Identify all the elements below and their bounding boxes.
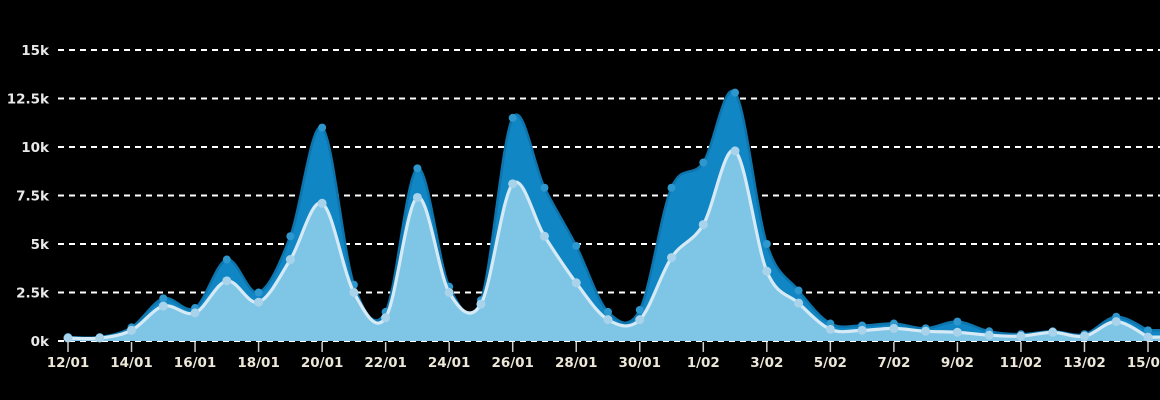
marker-light-blue-series-13/01[interactable]: [95, 333, 105, 343]
marker-dark-blue-series-17/01[interactable]: [222, 255, 231, 264]
y-tick-label-12.5k: 12.5k: [7, 92, 50, 108]
marker-light-blue-series-14/02[interactable]: [1111, 317, 1121, 327]
marker-light-blue-series-10/02[interactable]: [984, 330, 994, 340]
marker-light-blue-series-28/01[interactable]: [571, 278, 581, 288]
marker-light-blue-series-1/02[interactable]: [698, 220, 708, 230]
marker-light-blue-series-7/02[interactable]: [889, 323, 899, 333]
x-tick-label-14/01: 14/01: [110, 355, 153, 371]
marker-light-blue-series-19/01[interactable]: [285, 255, 295, 265]
marker-dark-blue-series-3/02[interactable]: [762, 240, 771, 248]
marker-dark-blue-series-9/02[interactable]: [953, 317, 962, 326]
y-tick-label-10k: 10k: [21, 140, 50, 156]
x-tick-label-26/01: 26/01: [491, 355, 534, 371]
marker-light-blue-series-11/02[interactable]: [1016, 331, 1026, 341]
y-tick-label-15k: 15k: [21, 43, 50, 59]
x-tick-label-20/01: 20/01: [301, 355, 344, 371]
marker-light-blue-series-31/01[interactable]: [667, 253, 677, 263]
marker-light-blue-series-26/01[interactable]: [508, 179, 518, 189]
marker-light-blue-series-12/02[interactable]: [1048, 327, 1058, 337]
marker-light-blue-series-12/01[interactable]: [63, 333, 73, 343]
x-tick-label-28/01: 28/01: [555, 355, 598, 371]
marker-light-blue-series-15/02[interactable]: [1143, 332, 1153, 342]
y-tick-label-0k: 0k: [31, 334, 50, 350]
x-tick-label-5/02: 5/02: [814, 355, 847, 371]
x-tick-label-16/01: 16/01: [174, 355, 217, 371]
marker-light-blue-series-24/01[interactable]: [444, 288, 454, 297]
marker-light-blue-series-21/01[interactable]: [349, 288, 359, 297]
marker-light-blue-series-25/01[interactable]: [476, 299, 486, 309]
y-tick-label-5k: 5k: [31, 237, 50, 253]
marker-light-blue-series-30/01[interactable]: [635, 315, 645, 325]
marker-dark-blue-series-15/01[interactable]: [159, 294, 168, 303]
area-fill-light-blue-series: [68, 150, 1160, 341]
x-tick-label-22/01: 22/01: [364, 355, 407, 371]
marker-dark-blue-series-20/01[interactable]: [318, 123, 327, 132]
marker-light-blue-series-18/01[interactable]: [254, 297, 264, 307]
marker-light-blue-series-27/01[interactable]: [539, 231, 549, 241]
marker-dark-blue-series-18/01[interactable]: [254, 288, 263, 297]
marker-dark-blue-series-27/01[interactable]: [540, 183, 549, 192]
marker-light-blue-series-6/02[interactable]: [857, 325, 867, 335]
marker-light-blue-series-9/02[interactable]: [952, 327, 962, 337]
marker-light-blue-series-13/02[interactable]: [1079, 331, 1089, 341]
marker-dark-blue-series-15/02[interactable]: [1144, 326, 1152, 335]
marker-light-blue-series-29/01[interactable]: [603, 315, 613, 325]
marker-light-blue-series-2/02[interactable]: [730, 146, 740, 156]
marker-light-blue-series-17/01[interactable]: [222, 276, 232, 286]
x-tick-label-18/01: 18/01: [237, 355, 280, 371]
x-tick-label-11/02: 11/02: [1000, 355, 1043, 371]
marker-light-blue-series-16/01[interactable]: [190, 308, 200, 318]
marker-light-blue-series-15/01[interactable]: [158, 301, 168, 311]
marker-dark-blue-series-23/01[interactable]: [413, 164, 422, 173]
marker-light-blue-series-20/01[interactable]: [317, 198, 327, 208]
x-tick-label-1/02: 1/02: [687, 355, 720, 371]
marker-dark-blue-series-28/01[interactable]: [572, 241, 581, 250]
marker-dark-blue-series-30/01[interactable]: [635, 305, 644, 314]
marker-dark-blue-series-31/01[interactable]: [667, 183, 676, 192]
marker-light-blue-series-22/01[interactable]: [381, 313, 391, 323]
marker-dark-blue-series-19/01[interactable]: [286, 232, 295, 241]
x-tick-label-3/02: 3/02: [750, 355, 783, 371]
x-tick-label-24/01: 24/01: [428, 355, 471, 371]
marker-light-blue-series-23/01[interactable]: [412, 192, 422, 202]
x-tick-label-15/02: 15/02: [1127, 355, 1160, 371]
marker-light-blue-series-4/02[interactable]: [794, 298, 804, 308]
marker-dark-blue-series-2/02[interactable]: [731, 88, 740, 97]
x-tick-label-30/01: 30/01: [619, 355, 662, 371]
marker-light-blue-series-5/02[interactable]: [825, 324, 835, 334]
marker-light-blue-series-3/02[interactable]: [762, 266, 772, 276]
marker-dark-blue-series-1/02[interactable]: [699, 158, 708, 167]
marker-dark-blue-series-4/02[interactable]: [794, 286, 803, 295]
marker-dark-blue-series-26/01[interactable]: [508, 113, 517, 122]
x-tick-label-7/02: 7/02: [877, 355, 910, 371]
x-tick-label-12/01: 12/01: [47, 355, 90, 371]
marker-light-blue-series-14/01[interactable]: [127, 325, 137, 335]
y-tick-label-2.5k: 2.5k: [16, 286, 50, 302]
line-dark-blue-series: [66, 89, 1160, 340]
x-tick-label-13/02: 13/02: [1063, 355, 1106, 371]
marker-light-blue-series-8/02[interactable]: [921, 326, 931, 336]
marker-dark-blue-series-29/01[interactable]: [604, 307, 612, 316]
y-tick-label-7.5k: 7.5k: [16, 189, 50, 205]
x-tick-label-9/02: 9/02: [941, 355, 974, 371]
